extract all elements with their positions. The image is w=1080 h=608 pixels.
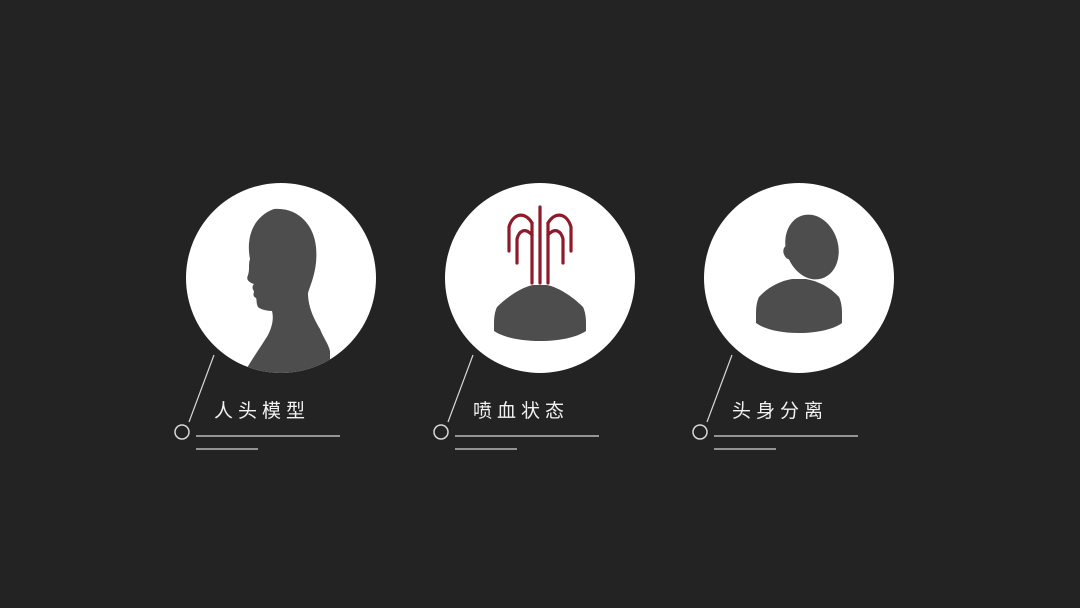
feature-card-head-model: 人头模型 <box>174 0 394 608</box>
blood-spray-icon <box>494 205 586 341</box>
feature-card-blood-spray: 喷血状态 <box>433 0 653 608</box>
head-separation-icon <box>756 214 842 333</box>
feature-label: 人头模型 <box>214 400 311 422</box>
feature-card-head-separation: 头身分离 <box>692 0 912 608</box>
human-head-icon <box>244 208 330 373</box>
icon-circle <box>445 183 635 373</box>
icon-circle <box>186 183 376 373</box>
feature-label: 头身分离 <box>732 400 829 422</box>
feature-label: 喷血状态 <box>473 400 570 422</box>
icon-circle <box>704 183 894 373</box>
